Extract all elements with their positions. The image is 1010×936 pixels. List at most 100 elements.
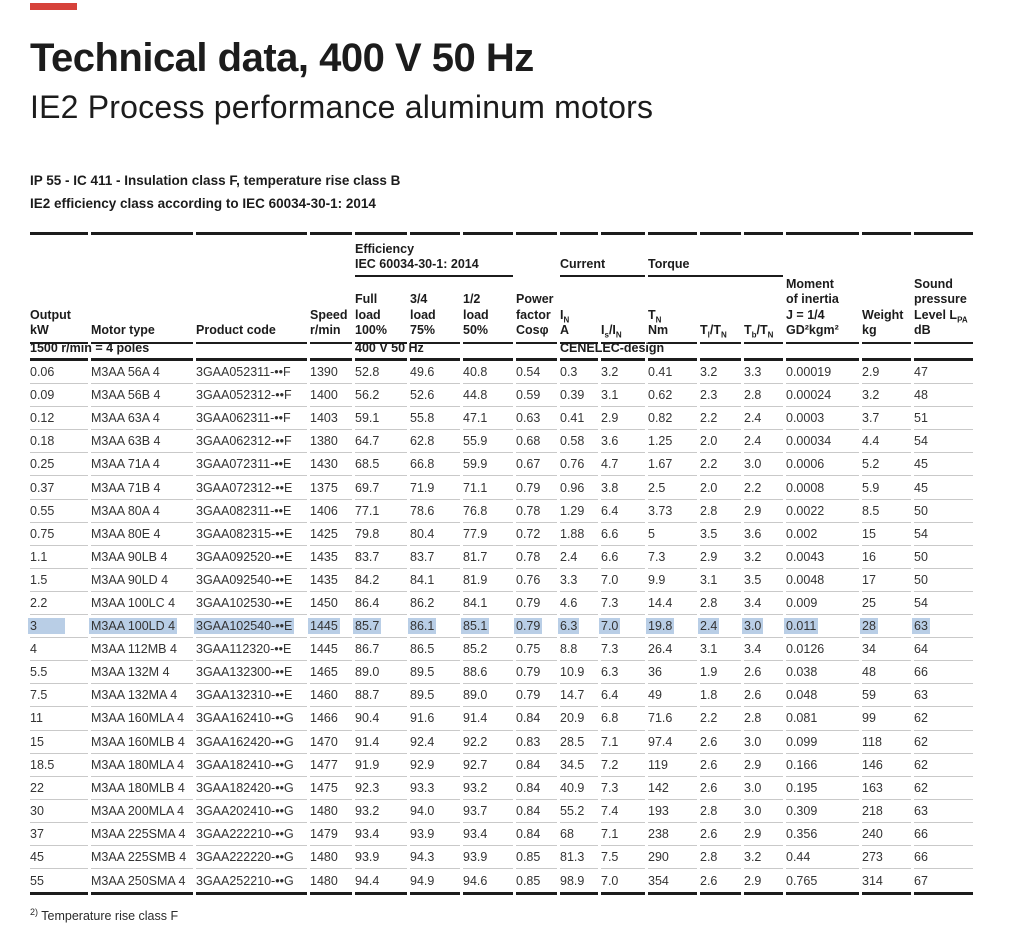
table-cell: 85.7: [353, 615, 407, 639]
table-cell: 1470: [310, 731, 352, 754]
table-cell: 0.79: [516, 661, 557, 685]
table-cell: 1400: [310, 384, 352, 408]
table-cell: 3.7: [862, 407, 911, 431]
table-cell: 5: [648, 523, 697, 546]
table-cell: 0.75: [516, 638, 557, 662]
col-header-sound-pressure: Sound pressure Level LPA dB: [914, 277, 973, 345]
table-cell: 69.7: [355, 476, 407, 500]
table-row: 37 M3AA 225SMA 4 3GAA222210-••G 1479 93.4 93.…: [30, 823, 973, 846]
table-cell: 45: [914, 476, 973, 500]
table-cell: 0.195: [786, 777, 859, 800]
table-cell: 76.8: [463, 500, 513, 523]
table-cell: 14.4: [648, 592, 697, 616]
col-header-three-quarter-load: 3/4 load 75%: [410, 277, 460, 345]
table-cell: 3GAA112320-••E: [196, 638, 307, 662]
table-cell: 66: [914, 661, 973, 685]
table-cell: 92.9: [410, 754, 460, 777]
table-bottom-rule: [30, 892, 973, 896]
table-cell: 0.54: [516, 361, 557, 385]
table-row: 0.06 M3AA 56A 4 3GAA052311-••F 1390 52.8 49.6…: [30, 361, 973, 385]
table-cell: 2.9: [601, 407, 645, 431]
table-cell: 2.5: [648, 476, 697, 500]
table-cell: 94.6: [463, 873, 488, 888]
table-cell: 0.18: [30, 430, 88, 454]
table-cell: 0.166: [786, 754, 859, 777]
table-cell: 7.3: [648, 546, 697, 569]
table-row: 45 M3AA 225SMB 4 3GAA222220-••G 1480 93.9 94.…: [30, 846, 973, 870]
table-cell: 83.7: [355, 546, 407, 569]
table-cell: 1.5: [30, 569, 88, 592]
table-cell: 9.9: [648, 569, 697, 592]
table-cell: 3.2: [700, 361, 741, 385]
table-cell: M3AA 71B 4: [91, 476, 193, 500]
table-cell: 6.3: [558, 615, 598, 639]
table-cell: 0.06: [30, 361, 88, 385]
table-cell: 0.96: [560, 476, 598, 500]
table-cell: 4: [30, 638, 88, 662]
table-cell: 2.8: [700, 846, 741, 870]
table-cell: 79.8: [355, 523, 407, 546]
table-cell: M3AA 63B 4: [91, 430, 193, 454]
col-header-nominal-current: IN A: [560, 277, 598, 345]
table-cell: 0.55: [30, 500, 88, 523]
table-cell: 93.4: [355, 823, 407, 846]
table-cell: 119: [648, 754, 697, 777]
table-cell: 67: [914, 873, 928, 888]
col-header-moment-of-inertia: Moment of inertia J = 1/4 GD²kgm²: [786, 277, 859, 345]
table-cell: 19.8: [646, 615, 697, 639]
table-cell: 2.4: [744, 407, 783, 431]
table-cell: 49: [648, 684, 697, 708]
table-cell: 273: [862, 846, 911, 870]
table-cell: 40.9: [560, 777, 598, 800]
table-cell: 68.5: [355, 453, 407, 477]
table-cell: 3.5: [744, 569, 783, 592]
table-cell: 77.9: [463, 523, 513, 546]
table-cell: 0.84: [516, 800, 557, 823]
table-cell: 142: [648, 777, 697, 800]
table-cell: M3AA 112MB 4: [91, 638, 193, 662]
torque-group-label: Torque: [648, 257, 690, 271]
table-cell: 89.5: [410, 661, 460, 685]
current-group-label: Current: [560, 257, 606, 271]
table-cell: 94.9: [410, 873, 435, 888]
table-cell: 44.8: [463, 384, 513, 408]
col-header-power-factor: Power factor Cosφ: [516, 277, 557, 345]
table-cell: 92.7: [463, 754, 513, 777]
table-cell: 2.6: [700, 731, 741, 754]
table-cell: 2.2: [700, 453, 741, 477]
table-cell: 1403: [310, 407, 352, 431]
table-cell: 7.0: [601, 873, 619, 888]
table-cell: M3AA 63A 4: [91, 407, 193, 431]
table-cell: 93.9: [410, 823, 460, 846]
table-cell: 2.8: [700, 592, 741, 616]
table-cell: 1445: [308, 615, 352, 639]
table-cell: 0.85: [516, 873, 541, 888]
table-cell: M3AA 80E 4: [91, 523, 193, 546]
table-cell: 3.1: [700, 638, 741, 662]
table-cell: 84.1: [463, 592, 513, 616]
table-cell: 0.83: [516, 731, 557, 754]
table-cell: 91.6: [410, 707, 460, 731]
table-cell: 0.39: [560, 384, 598, 408]
table-cell: 0.765: [786, 873, 818, 888]
table-top-rule: [30, 232, 973, 235]
table-cell: 45: [30, 846, 88, 870]
table-cell: 3GAA162410-••G: [196, 707, 307, 731]
voltage-label: 400 V 50 Hz: [355, 341, 424, 355]
table-cell: 1375: [310, 476, 352, 500]
table-cell: 0.37: [30, 476, 88, 500]
table-cell: 0.67: [516, 453, 557, 477]
table-cell: 15: [30, 731, 88, 754]
table-cell: 3.6: [601, 430, 645, 454]
table-cell: 5.2: [862, 453, 911, 477]
table-cell: 314: [862, 873, 883, 888]
table-cell: 15: [862, 523, 911, 546]
table-cell: 1465: [310, 661, 352, 685]
table-cell: 66.8: [410, 453, 460, 477]
table-cell: 54: [914, 430, 973, 454]
table-cell: 99: [862, 707, 911, 731]
table-cell: 62.8: [410, 430, 460, 454]
table-cell: 2.9: [744, 500, 783, 523]
table-cell: 1406: [310, 500, 352, 523]
table-cell: 52.8: [355, 361, 407, 385]
